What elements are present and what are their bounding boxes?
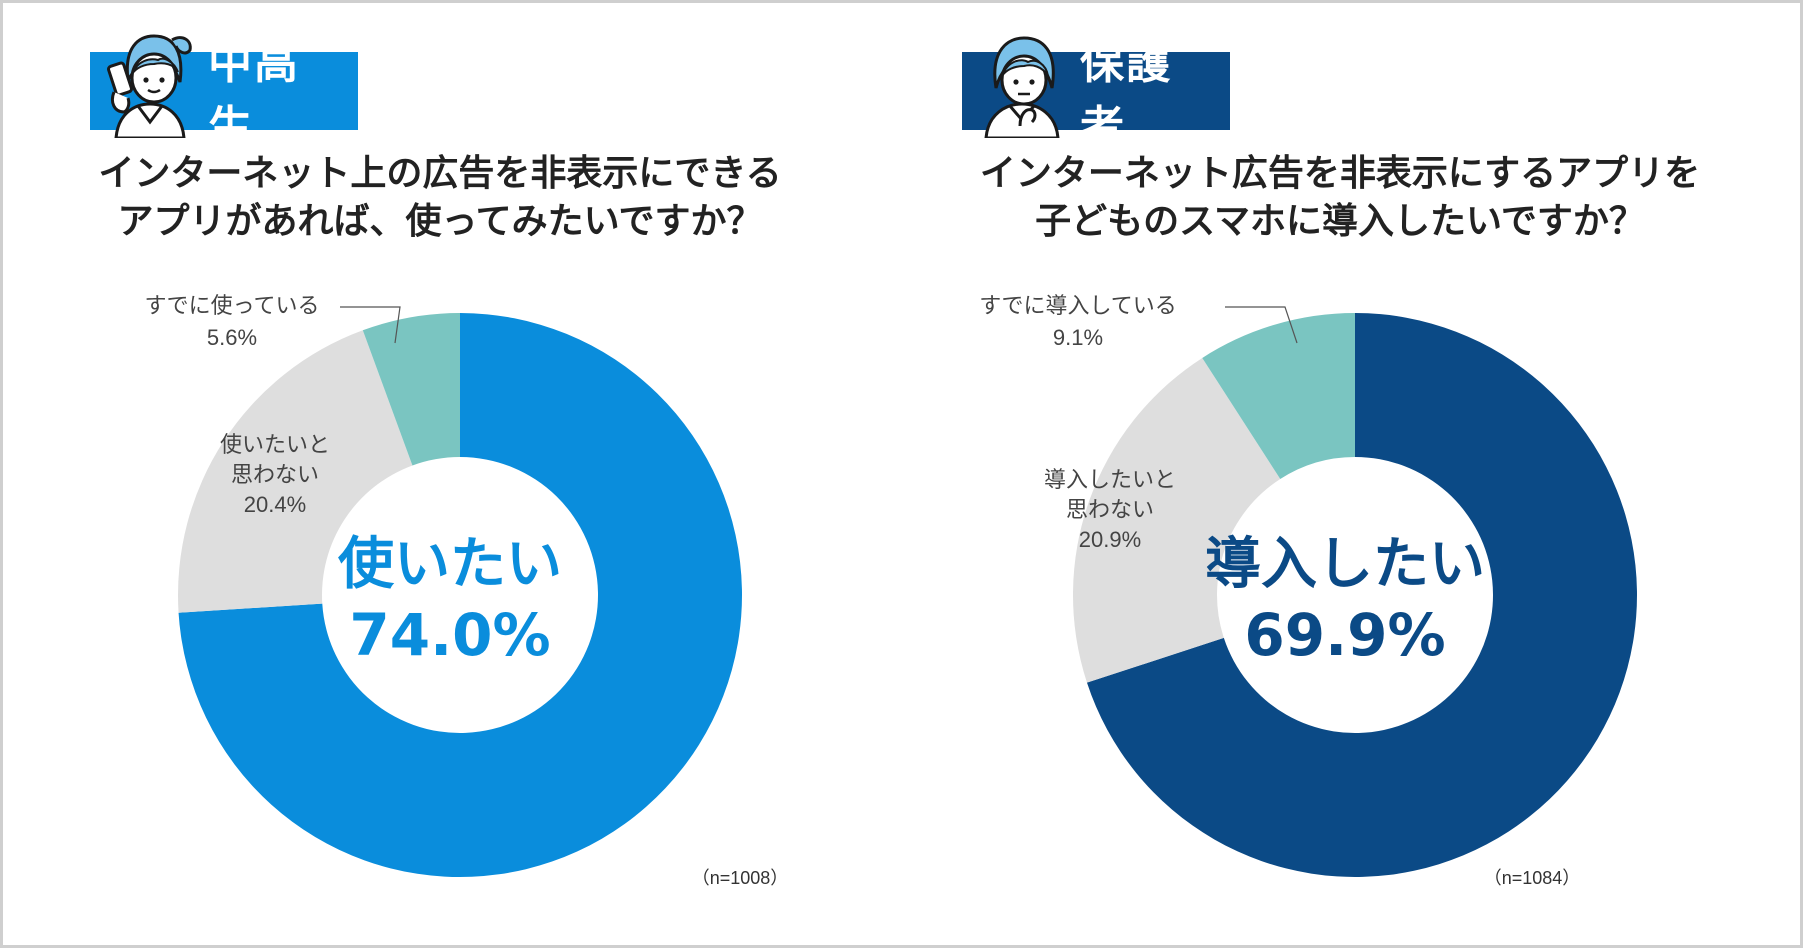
- center-value: 69.9%: [1244, 601, 1445, 669]
- donut-slice-no: [1073, 357, 1281, 683]
- center-value: 74.0%: [349, 601, 550, 669]
- chart-title-line1: インターネット広告を非表示にするアプリを: [979, 153, 1701, 194]
- badge-students: 中高生: [90, 34, 358, 153]
- center-label: 導入したい: [1205, 532, 1485, 597]
- donut-slice-already: [1202, 313, 1355, 479]
- chart-title-line2: アプリがあれば、使ってみたいですか？: [117, 201, 763, 242]
- chart-title-line1: インターネット上の広告を非表示にできる: [98, 153, 782, 194]
- slice-pct-no: 20.9%: [1079, 527, 1141, 552]
- panel-parents: 導入したい 69.9% すでに導入している 9.1% 導入したいと 思わない 20.9% （n…: [900, 0, 1800, 948]
- student-phone-avatar-icon: [107, 34, 192, 138]
- donut-slice-no: [177, 330, 413, 613]
- sample-size-label: （n=1008）: [692, 868, 789, 888]
- badge-parents: 保護者: [962, 36, 1230, 153]
- slice-pct-no: 20.4%: [244, 492, 306, 517]
- slice-label-no: 思わない: [231, 462, 319, 487]
- donut-slice-yes: [1086, 313, 1637, 877]
- chart-title-parents: インターネット広告を非表示にするアプリを 子どものスマホに導入したいですか？: [900, 150, 1780, 246]
- slice-label-no: 使いたいと: [220, 432, 330, 457]
- slice-pct-already: 9.1%: [1053, 325, 1103, 350]
- leader-line: [1225, 306, 1298, 344]
- center-label: 使いたい: [338, 532, 562, 597]
- donut-slice-already: [362, 313, 460, 466]
- slice-label-already: すでに導入している: [979, 293, 1177, 318]
- slice-label-no: 導入したいと: [1044, 467, 1176, 492]
- donut-slice-yes: [178, 313, 742, 877]
- slice-label-already: すでに使っている: [144, 293, 319, 318]
- leader-line: [340, 306, 401, 344]
- slice-pct-already: 5.6%: [207, 325, 257, 350]
- parent-thinking-avatar-icon: [984, 36, 1060, 138]
- sample-size-label: （n=1084）: [1484, 868, 1581, 888]
- chart-title-line2: 子どものスマホに導入したいですか？: [1035, 201, 1645, 242]
- slice-label-no: 思わない: [1066, 497, 1154, 522]
- panel-students: 使いたい 74.0% すでに使っている 5.6% 使いたいと思わない 20.4% （n=10…: [0, 0, 900, 948]
- chart-title-students: インターネット上の広告を非表示にできる アプリがあれば、使ってみたいですか？: [0, 150, 880, 246]
